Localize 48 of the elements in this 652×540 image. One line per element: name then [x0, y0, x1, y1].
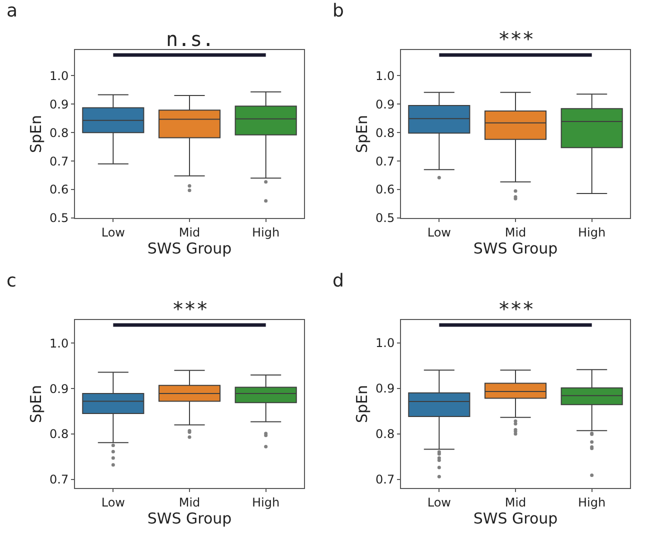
- y-tick-label: 0.9: [50, 382, 69, 396]
- y-tick-label: 0.5: [376, 211, 395, 226]
- y-axis-title: SpEn: [352, 114, 371, 154]
- y-tick-label: 0.6: [50, 182, 69, 197]
- y-tick-label: 1.0: [50, 336, 69, 350]
- x-tick-label: High: [578, 495, 606, 510]
- y-tick-label: 0.8: [50, 126, 69, 140]
- y-axis-title: SpEn: [26, 384, 45, 424]
- chart-title: b: [332, 0, 344, 22]
- x-axis-title: SWS Group: [147, 509, 232, 528]
- x-tick-label: Mid: [178, 495, 200, 510]
- y-tick-label: 0.9: [50, 97, 69, 112]
- y-tick-label: 1.0: [50, 68, 69, 83]
- y-tick-label: 0.7: [50, 154, 69, 168]
- annotation: n.s.: [166, 27, 214, 51]
- x-tick-label: Low: [427, 495, 452, 510]
- x-tick-label: Mid: [504, 495, 526, 510]
- x-tick-label: Low: [101, 225, 126, 240]
- x-axis-title: SWS Group: [147, 239, 232, 258]
- y-tick-label: 1.0: [376, 68, 395, 83]
- y-tick-label: 0.8: [376, 427, 395, 442]
- annotation: ***: [172, 297, 208, 321]
- y-tick-label: 0.7: [50, 472, 69, 487]
- x-axis-title: SWS Group: [473, 239, 558, 258]
- y-tick-label: 0.5: [50, 211, 69, 226]
- y-tick-label: 0.9: [376, 97, 395, 112]
- y-axis-title: SpEn: [352, 384, 371, 424]
- chart-title: d: [332, 270, 344, 292]
- x-tick-label: High: [252, 495, 280, 510]
- y-tick-label: 0.9: [376, 381, 395, 396]
- y-tick-label: 0.7: [376, 472, 395, 487]
- y-tick-label: 0.7: [376, 154, 395, 168]
- x-axis-title: SWS Group: [473, 509, 558, 528]
- chart-title: c: [6, 270, 16, 292]
- y-tick-label: 0.8: [50, 427, 69, 442]
- x-tick-label: Low: [427, 225, 452, 240]
- annotation: ***: [498, 297, 534, 321]
- x-tick-label: Low: [101, 495, 126, 510]
- x-tick-label: High: [578, 225, 606, 240]
- x-tick-label: Mid: [178, 225, 200, 240]
- x-tick-label: High: [252, 225, 280, 240]
- y-tick-label: 0.8: [376, 126, 395, 140]
- x-tick-label: Mid: [504, 225, 526, 240]
- chart-title: a: [6, 0, 18, 22]
- y-tick-label: 1.0: [376, 336, 395, 350]
- y-tick-label: 0.6: [376, 182, 395, 197]
- annotation: ***: [498, 27, 534, 51]
- y-axis-title: SpEn: [26, 114, 45, 154]
